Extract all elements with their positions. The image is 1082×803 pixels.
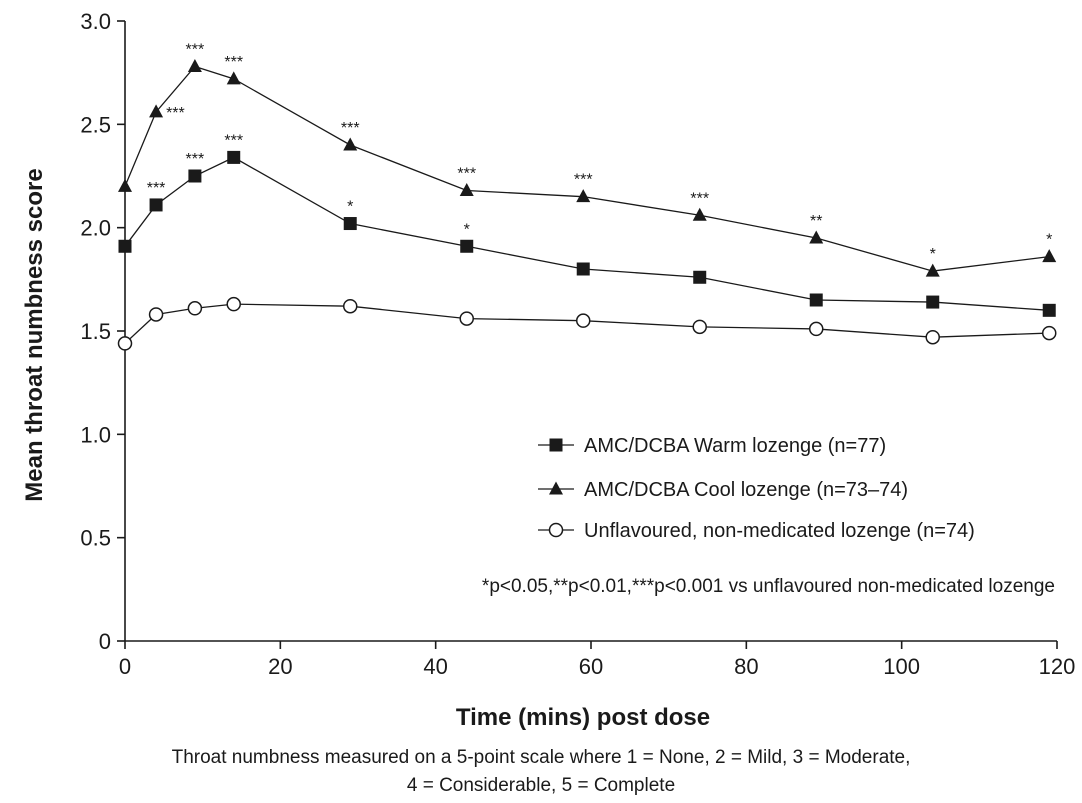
significance-footnote: *p<0.05,**p<0.01,***p<0.001 vs unflavour… (482, 576, 1055, 597)
legend-marker-unflavoured (548, 522, 564, 538)
point-warm-8 (809, 293, 823, 307)
sig-label-warm-1: *** (147, 180, 166, 197)
y-tick-label-1: 0.5 (80, 526, 111, 551)
caption-line-1: Throat numbness measured on a 5-point sc… (171, 747, 911, 768)
x-tick-label-4: 80 (734, 654, 758, 679)
series-warm (118, 150, 1056, 317)
point-unflavoured-10 (1041, 325, 1057, 341)
point-unflavoured-5 (459, 311, 474, 326)
point-cool-10 (1042, 249, 1057, 263)
point-unflavoured-4 (342, 298, 358, 314)
y-tick-label-2: 1.0 (80, 422, 111, 447)
sig-label-warm-2: *** (186, 151, 205, 168)
point-cool-9 (925, 263, 940, 277)
sig-label-cool-2: *** (186, 41, 205, 58)
point-warm-3 (227, 150, 241, 164)
x-tick-label-2: 40 (423, 654, 447, 679)
sig-label-cool-7: *** (690, 190, 709, 207)
sig-label-warm-5: * (464, 221, 470, 238)
caption-line-2: 4 = Considerable, 5 = Complete (406, 775, 676, 796)
sig-label-cool-4: *** (341, 120, 360, 137)
point-cool-6 (576, 189, 591, 203)
sig-label-warm-4: * (347, 199, 353, 216)
x-tick-label-5: 100 (883, 654, 920, 679)
x-tick-label-0: 0 (119, 654, 131, 679)
legend-label-warm: AMC/DCBA Warm lozenge (n=77) (584, 435, 886, 457)
point-cool-7 (692, 207, 707, 221)
point-warm-5 (460, 239, 474, 253)
sig-label-warm-3: *** (224, 132, 243, 149)
legend-item-unflavoured: Unflavoured, non-medicated lozenge (n=74… (538, 520, 975, 542)
sig-label-cool-6: *** (574, 172, 593, 189)
significance-labels: ************************** ********** (147, 41, 1053, 263)
legend-item-cool: AMC/DCBA Cool lozenge (n=73–74) (538, 479, 908, 501)
sig-label-cool-8: ** (810, 213, 822, 230)
y-tick-label-3: 1.5 (80, 319, 111, 344)
point-warm-2 (188, 169, 202, 183)
point-warm-10 (1042, 303, 1056, 317)
sig-label-cool-9: * (930, 246, 936, 263)
y-tick-label-5: 2.5 (80, 112, 111, 137)
point-unflavoured-8 (808, 321, 824, 337)
point-warm-1 (149, 198, 163, 212)
point-unflavoured-0 (117, 336, 133, 351)
point-unflavoured-6 (575, 313, 591, 328)
series-unflavoured (117, 296, 1057, 351)
point-unflavoured-7 (692, 319, 707, 335)
series-layer (117, 58, 1057, 351)
y-tick-label-0: 0 (99, 629, 111, 654)
legend-marker-warm (549, 438, 563, 452)
point-warm-4 (343, 217, 357, 231)
axes: 0 0.5 1.0 1.5 2.0 2.5 3.0 0 20 40 60 80 100 120 (80, 9, 1075, 679)
point-cool-3 (226, 71, 241, 85)
legend-item-warm: AMC/DCBA Warm lozenge (n=77) (538, 435, 886, 457)
point-cool-2 (187, 58, 202, 72)
legend-marker-cool (549, 481, 563, 495)
point-cool-1 (149, 104, 164, 118)
point-cool-0 (118, 178, 132, 192)
series-cool (118, 58, 1057, 277)
point-unflavoured-2 (187, 301, 203, 316)
x-tick-label-3: 60 (579, 654, 603, 679)
sig-label-cool-10: * (1046, 232, 1052, 249)
legend: AMC/DCBA Warm lozenge (n=77) AMC/DCBA Coo… (538, 435, 975, 542)
x-axis-title: Time (mins) post dose (456, 704, 710, 731)
series-line-cool (124, 65, 1050, 272)
sig-label-cool-5: *** (457, 165, 476, 182)
x-tick-label-6: 120 (1039, 654, 1076, 679)
y-tick-label-6: 3.0 (80, 9, 111, 34)
legend-label-cool: AMC/DCBA Cool lozenge (n=73–74) (584, 479, 908, 501)
point-unflavoured-9 (925, 329, 940, 345)
legend-label-unflavoured: Unflavoured, non-medicated lozenge (n=74… (584, 520, 975, 542)
point-warm-6 (576, 262, 590, 276)
point-cool-5 (459, 182, 474, 196)
sig-label-cool-3: *** (224, 54, 243, 71)
y-tick-label-4: 2.0 (80, 216, 111, 241)
point-cool-8 (809, 230, 824, 244)
point-unflavoured-3 (226, 296, 241, 312)
point-warm-7 (693, 270, 707, 284)
x-tick-label-1: 20 (268, 654, 292, 679)
point-warm-0 (118, 239, 132, 253)
sig-label-cool-1: *** (166, 105, 185, 122)
point-unflavoured-1 (148, 307, 164, 322)
point-cool-4 (343, 137, 358, 151)
point-warm-9 (926, 295, 940, 309)
y-axis-title: Mean throat numbness score (21, 168, 48, 501)
